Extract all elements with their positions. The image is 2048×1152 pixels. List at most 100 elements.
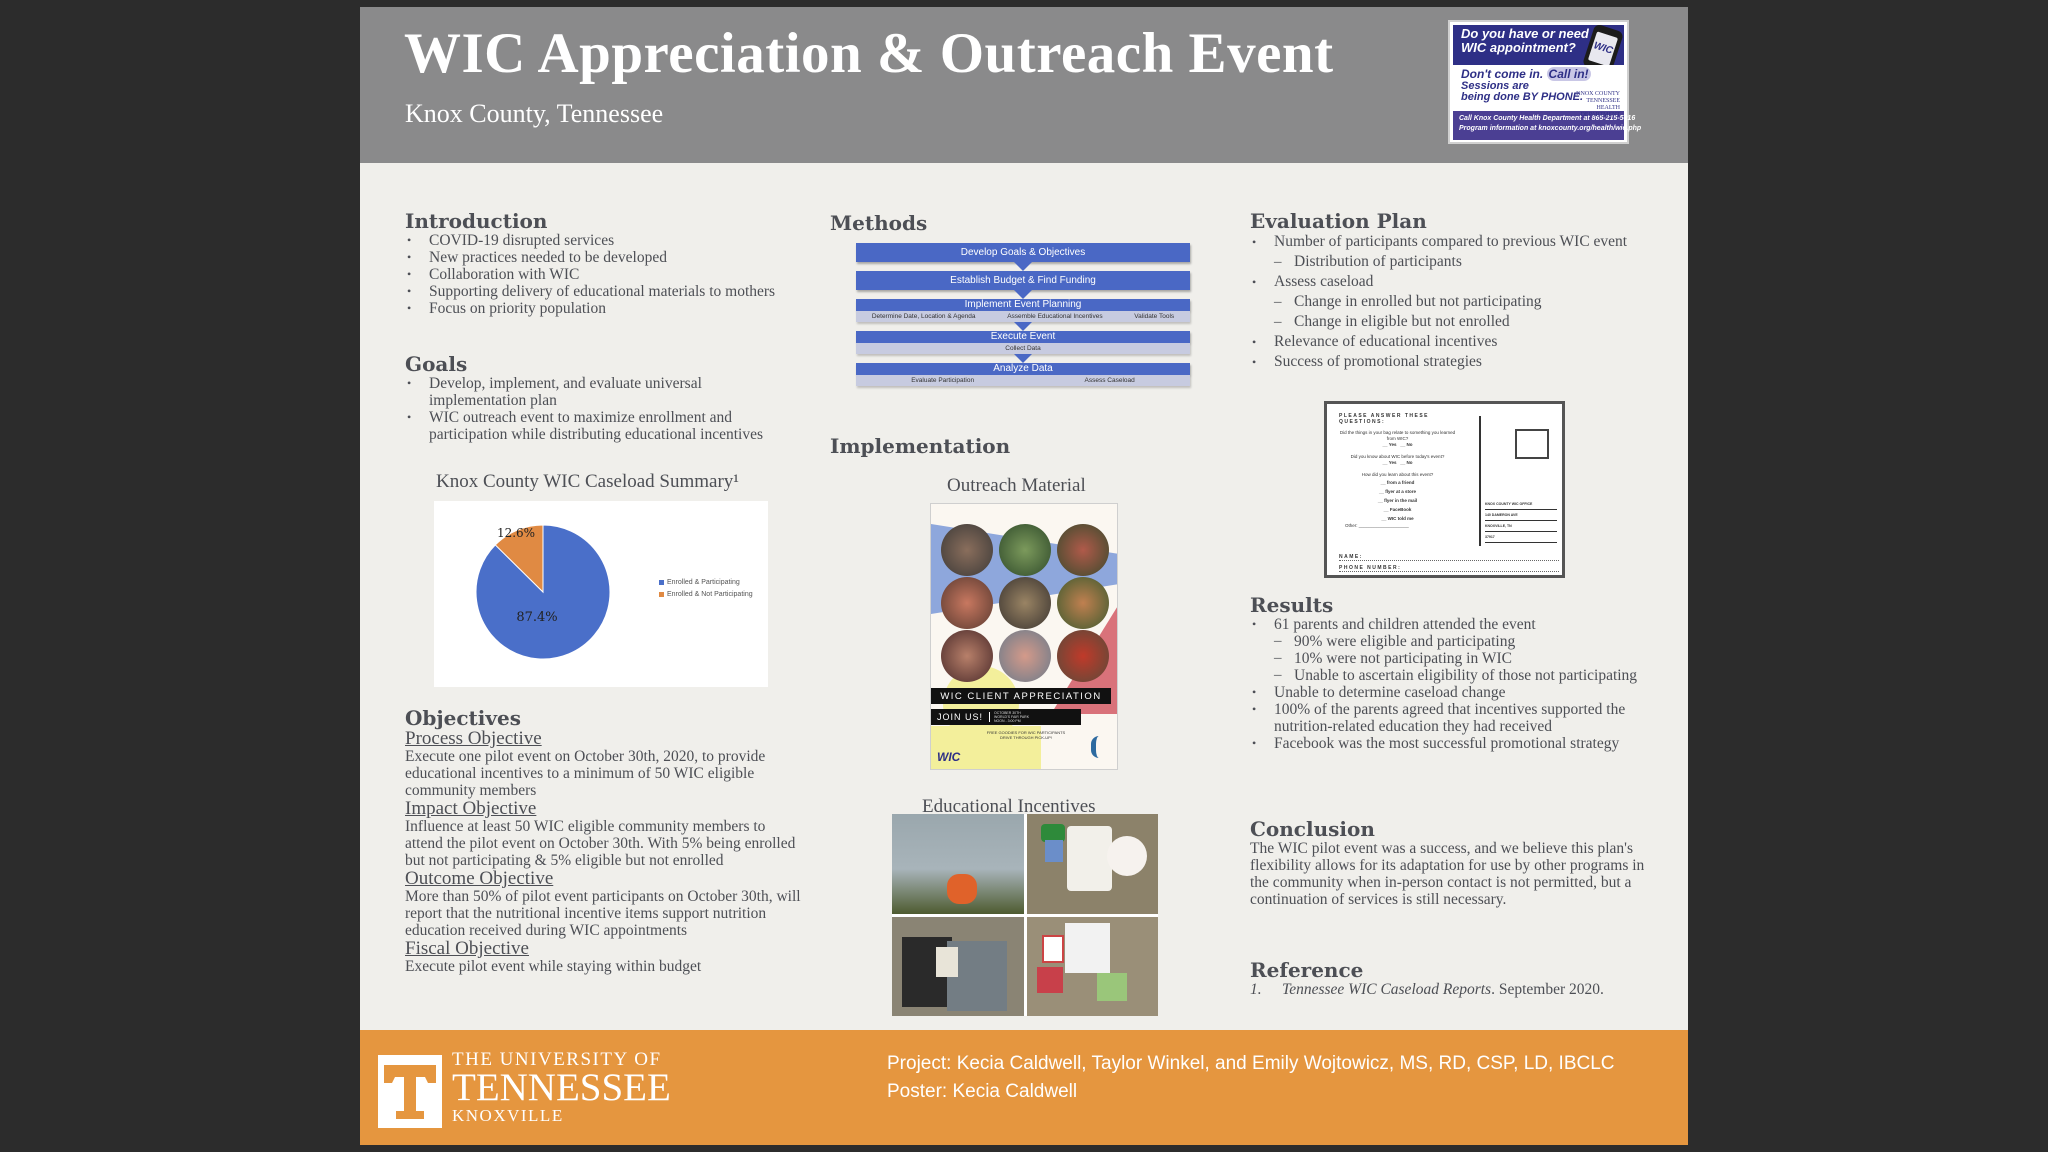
- reference-heading: Reference: [1250, 958, 1364, 982]
- incentive-photo-materials: [1026, 916, 1158, 1016]
- outreach-flyer-image: WIC CLIENT APPRECIATION JOIN US! OCTOBER…: [930, 503, 1118, 770]
- outreach-material-title: Outreach Material: [947, 475, 1086, 496]
- conclusion-text: The WIC pilot event was a success, and w…: [1250, 840, 1645, 908]
- results-item: 100% of the parents agreed that incentiv…: [1250, 701, 1650, 735]
- flow-substeps: Evaluate Participation Assess Caseload: [856, 375, 1190, 386]
- ut-line3: KNOXVILLE: [452, 1106, 564, 1125]
- poster-credits: Poster: Kecia Caldwell: [887, 1081, 1078, 1102]
- booklet: [936, 946, 958, 977]
- poster-title: WIC Appreciation & Outreach Event: [404, 22, 1334, 85]
- flyer-time: NOON - 3:00 PM: [994, 719, 1021, 723]
- introduction-heading: Introduction: [405, 209, 548, 233]
- ad-line1: Do you have or need a: [1461, 26, 1600, 41]
- oranges: [947, 874, 977, 904]
- intro-item: Focus on priority population: [405, 300, 785, 317]
- legend-label: Enrolled & Not Participating: [667, 591, 753, 598]
- evaluation-item: Assess caseload: [1250, 272, 1650, 292]
- reference-item: 1. Tennessee WIC Caseload Reports. Septe…: [1250, 981, 1645, 998]
- caseload-pie-chart: 87.4% 12.6% Enrolled & Participating Enr…: [434, 501, 768, 687]
- postcard-name-field: NAME:: [1339, 554, 1559, 561]
- postcard-address: KNOX COUNTY WIC OFFICE 140 DAMERON AVE KNO…: [1485, 499, 1557, 543]
- goals-heading: Goals: [405, 352, 468, 376]
- flow-step: Establish Budget & Find Funding: [856, 271, 1190, 290]
- ad-line2: WIC appointment?: [1461, 40, 1576, 55]
- ad-middle: Don't come in. Call in! Sessions are bei…: [1453, 65, 1624, 118]
- postcard-option: __ flyer at a store: [1378, 489, 1417, 494]
- postcard-address-line: KNOXVILLE, TN: [1485, 521, 1557, 532]
- postcard-q2: Did you know about WIC before today's ev…: [1350, 454, 1445, 459]
- flyer-photo: [1057, 524, 1109, 576]
- knox-county-logo: KNOX COUNTY TENNESSEE HEALTH DEPARTMENT: [1576, 91, 1620, 118]
- intro-item: Supporting delivery of educational mater…: [405, 283, 785, 300]
- evaluation-list: Number of participants compared to previ…: [1250, 232, 1650, 372]
- goals-list: Develop, implement, and evaluate univers…: [405, 375, 790, 443]
- flyer-location: WORLD'S FAIR PARK: [994, 715, 1030, 719]
- results-item: 61 parents and children attended the eve…: [1250, 616, 1650, 633]
- flow-arrow-icon: [1014, 290, 1032, 299]
- postcard-heading: PLEASE ANSWER THESE QUESTIONS:: [1339, 413, 1429, 425]
- ad-sessions1: Sessions are: [1461, 80, 1529, 92]
- results-item: 10% were not participating in WIC: [1250, 650, 1650, 667]
- flow-substep: Collect Data: [1005, 345, 1041, 352]
- objective-text: More than 50% of pilot event participant…: [405, 888, 801, 939]
- objective-title: Outcome Objective: [405, 868, 554, 889]
- objectives-section: Objectives Process Objective Execute one …: [405, 707, 805, 975]
- flow-step: Develop Goals & Objectives: [856, 243, 1190, 262]
- implementation-heading: Implementation: [830, 434, 1011, 458]
- results-item: Unable to ascertain eligibility of those…: [1250, 667, 1650, 684]
- results-list: 61 parents and children attended the eve…: [1250, 616, 1650, 752]
- flow-arrow-icon: [1014, 262, 1032, 271]
- ut-wordmark: THE UNIVERSITY OF TENNESSEE KNOXVILLE: [452, 1050, 671, 1126]
- svg-text:12.6%: 12.6%: [497, 526, 535, 540]
- objective-title: Impact Objective: [405, 798, 537, 819]
- results-item: Facebook was the most successful promoti…: [1250, 735, 1650, 752]
- postcard-stamp-box: [1515, 429, 1549, 459]
- results-item: Unable to determine caseload change: [1250, 684, 1650, 701]
- postcard-q1: Did the things in your bag relate to som…: [1339, 430, 1456, 441]
- ut-line1: THE UNIVERSITY OF: [452, 1049, 662, 1070]
- flyer-health-dept-logo: [1091, 736, 1111, 758]
- flow-arrow-icon: [1014, 322, 1032, 331]
- results-heading: Results: [1250, 593, 1334, 617]
- ad-dont-come: Don't come in.: [1461, 67, 1544, 81]
- pie-chart-svg: 87.4% 12.6%: [475, 524, 611, 660]
- flyer-wic-logo: WIC: [937, 750, 961, 764]
- postcard-no: __ No: [1400, 442, 1413, 447]
- postcard-questions: Did the things in your bag relate to som…: [1335, 430, 1460, 529]
- reference-number: 1.: [1250, 981, 1262, 998]
- reference-text: Tennessee WIC Caseload Reports. Septembe…: [1282, 981, 1604, 998]
- poster-footer: THE UNIVERSITY OF TENNESSEE KNOXVILLE Pr…: [360, 1030, 1688, 1145]
- objectives-list: Process Objective Execute one pilot event…: [405, 729, 805, 975]
- chart-title: Knox County WIC Caseload Summary¹: [436, 471, 739, 492]
- ad-contact1: Call Knox County Health Department at 86…: [1459, 115, 1636, 122]
- flow-substep: Determine Date, Location & Agenda: [871, 313, 976, 320]
- flyer-photo: [1057, 577, 1109, 629]
- methods-heading: Methods: [830, 211, 928, 235]
- incentives-photo-grid: [892, 814, 1158, 1016]
- flyer-photo: [941, 524, 993, 576]
- flyer-details: OCTOBER 30TH WORLD'S FAIR PARK NOON - 3:…: [990, 711, 1029, 723]
- ad-contact-banner: Call Knox County Health Department at 86…: [1453, 111, 1641, 140]
- power-t-icon: [384, 1065, 436, 1119]
- ad-top-banner: Do you have or need a WIC appointment? W…: [1453, 23, 1625, 75]
- flyer-join-box: JOIN US! OCTOBER 30TH WORLD'S FAIR PARK …: [931, 709, 1081, 725]
- introduction-section: Introduction COVID-19 disrupted services…: [405, 210, 785, 317]
- wic-appointment-ad: Do you have or need a WIC appointment? W…: [1448, 20, 1641, 144]
- poster: WIC Appreciation & Outreach Event Knox C…: [360, 7, 1688, 1145]
- incentive-photo-totes: [892, 916, 1024, 1016]
- flyer-photo: [1057, 630, 1109, 682]
- postcard-option: __ flyer in the mail: [1377, 498, 1418, 503]
- goals-section: Goals Develop, implement, and evaluate u…: [405, 353, 790, 443]
- methods-section: Methods: [830, 212, 927, 234]
- results-section: Results 61 parents and children attended…: [1250, 594, 1650, 752]
- poster-header: WIC Appreciation & Outreach Event Knox C…: [360, 7, 1688, 163]
- evaluation-item: Relevance of educational incentives: [1250, 332, 1650, 352]
- postcard-q3: How did you learn about this event?: [1361, 472, 1434, 477]
- incentive-photo-baby-items: [1026, 814, 1158, 914]
- evaluation-heading: Evaluation Plan: [1250, 209, 1427, 233]
- flow-substep: Validate Tools: [1134, 313, 1175, 320]
- flyer-note1: FREE GOODIES FOR WIC PARTICIPANTS: [986, 730, 1066, 735]
- postcard-yes: __ Yes: [1382, 442, 1397, 447]
- flyer-photo: [999, 577, 1051, 629]
- postcard-option: __ FaceBook: [1383, 507, 1412, 512]
